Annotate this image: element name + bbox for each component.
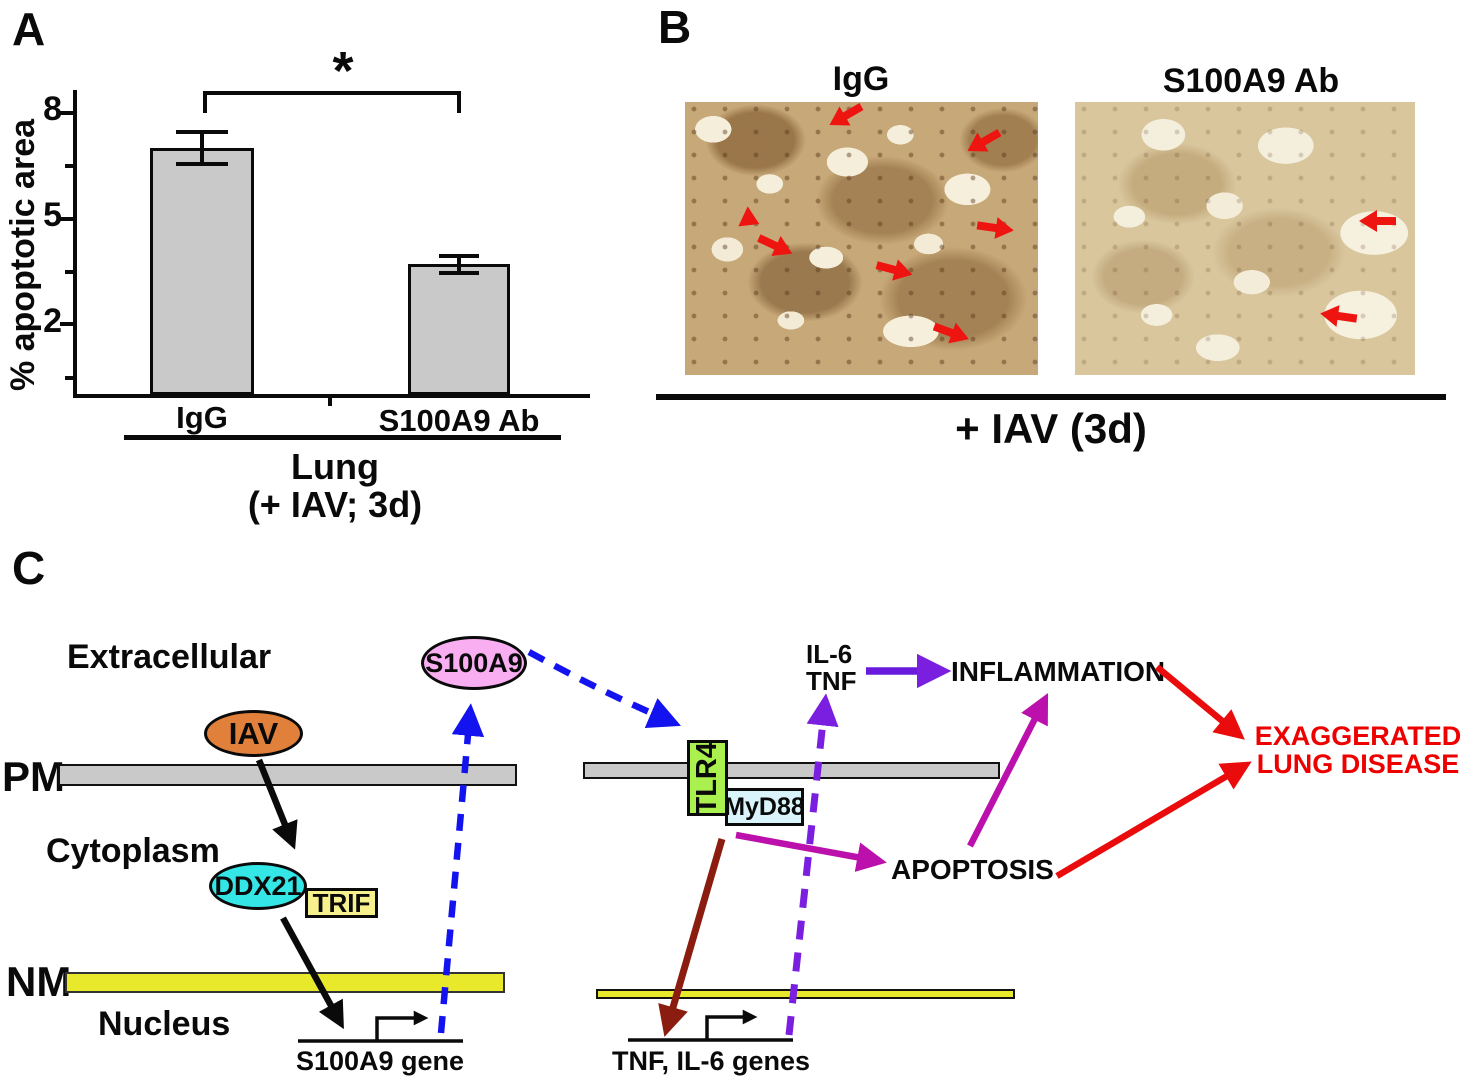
y-axis-title: % apoptotic area <box>4 118 42 392</box>
compartment-nucleus: Nucleus <box>98 1005 231 1043</box>
error-bar-igg <box>176 130 228 166</box>
red-arrow-icon <box>930 316 973 350</box>
group-label-lung: Lung <box>291 446 379 487</box>
arrow-ddx21-to-s100a9-gene <box>280 916 344 1030</box>
nuclear-membrane-right <box>596 989 1015 999</box>
panel-b-caption: + IAV (3d) <box>955 405 1147 452</box>
s100a9-promoter-arrow <box>375 1010 429 1041</box>
group-underline <box>124 435 561 440</box>
group-label-iav: (+ IAV; 3d) <box>247 484 423 525</box>
x-label-igg: IgG <box>176 400 228 435</box>
red-arrow-icon <box>1318 302 1359 329</box>
arrow-apoptosis-to-disease <box>1055 761 1252 879</box>
y-tick-label-8: 8 <box>43 90 62 128</box>
y-axis-line <box>73 90 77 398</box>
node-trif: TRIF <box>305 888 378 918</box>
red-arrow-icon <box>754 228 798 264</box>
red-arrow-icon <box>823 102 867 135</box>
x-tick-center <box>328 396 332 406</box>
label-inflammation: INFLAMMATION <box>951 656 1166 687</box>
y-tick-label-5: 5 <box>43 196 62 234</box>
label-s100a9-gene: S100A9 gene <box>295 1046 465 1076</box>
node-tlr4: TLR4 <box>687 740 728 816</box>
red-arrow-icon <box>874 254 916 286</box>
histology-image-igg <box>685 102 1038 375</box>
node-ddx21: DDX21 <box>209 862 307 910</box>
significance-asterisk: * <box>332 41 354 101</box>
y-tick-minor <box>65 270 74 274</box>
histology-image-s100a9ab <box>1075 102 1415 375</box>
significance-bracket <box>203 91 461 95</box>
red-arrow-icon <box>961 123 1005 161</box>
histology-title-igg: IgG <box>832 60 890 98</box>
y-tick-minor <box>65 164 74 168</box>
arrow-inflammation-to-disease <box>1154 664 1245 740</box>
histology-title-s100a9ab: S100A9 Ab <box>1162 62 1340 100</box>
error-bar-s100a9ab <box>439 253 479 275</box>
panel-c-label: C <box>12 542 46 594</box>
label-exaggerated-lung-disease: EXAGGERATED LUNG DISEASE <box>1254 721 1462 779</box>
arrow-myd88-to-apoptosis <box>735 831 887 872</box>
significance-bracket-left <box>203 91 207 113</box>
compartment-cytoplasm: Cytoplasm <box>46 832 220 870</box>
compartment-pm: PM <box>2 753 65 800</box>
panel-b-caption-line <box>656 394 1446 400</box>
tnf-il6-promoter-arrow <box>705 1009 758 1040</box>
arrow-genes-to-il6-tnf <box>785 693 839 1036</box>
red-arrow-icon <box>1358 210 1396 232</box>
nuclear-membrane-left <box>65 972 505 993</box>
y-tick-major <box>60 322 74 326</box>
node-iav: IAV <box>204 710 303 757</box>
y-tick-major <box>60 111 74 115</box>
compartment-extracellular: Extracellular <box>67 638 272 676</box>
compartment-nm: NM <box>6 958 72 1005</box>
panel-a-label: A <box>12 3 46 55</box>
node-s100a9: S100A9 <box>421 636 527 690</box>
arrow-s100a9-to-tlr4 <box>527 649 681 729</box>
label-tnf-il6-genes: TNF, IL-6 genes <box>611 1046 811 1076</box>
x-label-s100a9ab: S100A9 Ab <box>378 403 540 438</box>
label-il6: IL-6 <box>806 639 853 669</box>
plasma-membrane-left <box>58 764 517 786</box>
bar-s100a9ab <box>408 264 510 395</box>
significance-bracket-right <box>457 91 461 113</box>
plasma-membrane-right <box>583 762 1000 779</box>
panel-b-label: B <box>658 1 692 53</box>
y-tick-major <box>60 217 74 221</box>
y-tick-minor <box>65 376 74 380</box>
arrow-tlr4-to-tnf-il6-genes <box>658 838 726 1037</box>
red-arrow-icon <box>976 214 1017 242</box>
node-myd88: MyD88 <box>724 788 805 826</box>
bar-igg <box>150 147 254 395</box>
y-tick-label-2: 2 <box>43 302 62 340</box>
label-tnf: TNF <box>806 666 857 696</box>
label-apoptosis: APOPTOSIS <box>891 854 1054 885</box>
